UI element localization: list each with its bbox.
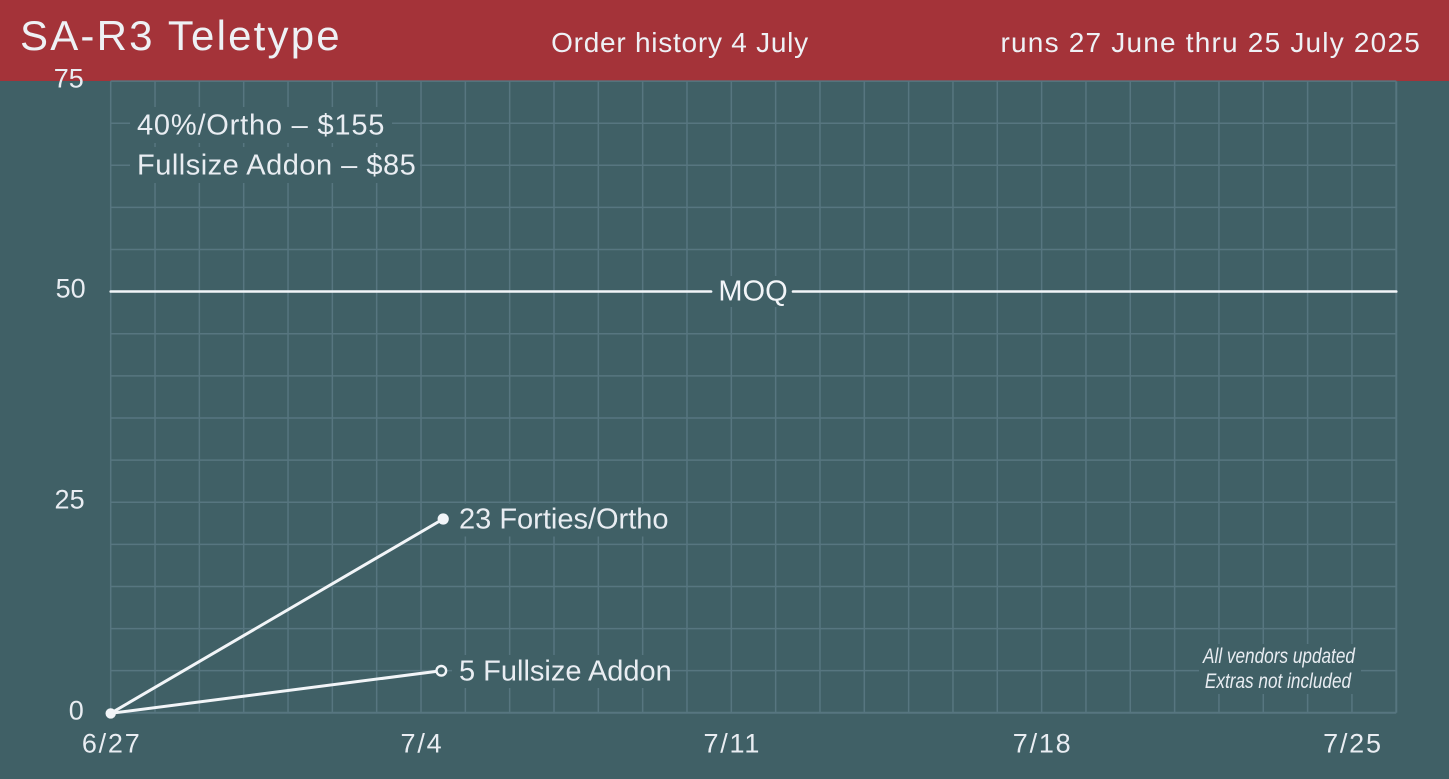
svg-text:All vendors updated: All vendors updated [1202,644,1356,668]
svg-text:MOQ: MOQ [718,276,787,308]
svg-text:50: 50 [56,274,86,304]
svg-text:Extras not included: Extras not included [1205,669,1352,693]
svg-text:75: 75 [54,64,84,94]
svg-text:5 Fullsize Addon: 5 Fullsize Addon [459,656,672,688]
svg-text:40%/Ortho – $155: 40%/Ortho – $155 [137,110,385,142]
svg-text:7/4: 7/4 [401,729,444,759]
svg-text:25: 25 [55,485,85,515]
svg-text:7/25: 7/25 [1323,729,1383,759]
svg-text:7/11: 7/11 [703,729,761,759]
svg-text:6/27: 6/27 [82,729,142,759]
svg-text:23 Forties/Ortho: 23 Forties/Ortho [459,504,669,536]
svg-text:0: 0 [69,696,84,726]
svg-text:7/18: 7/18 [1013,729,1073,759]
svg-text:Fullsize Addon – $85: Fullsize Addon – $85 [137,150,416,182]
